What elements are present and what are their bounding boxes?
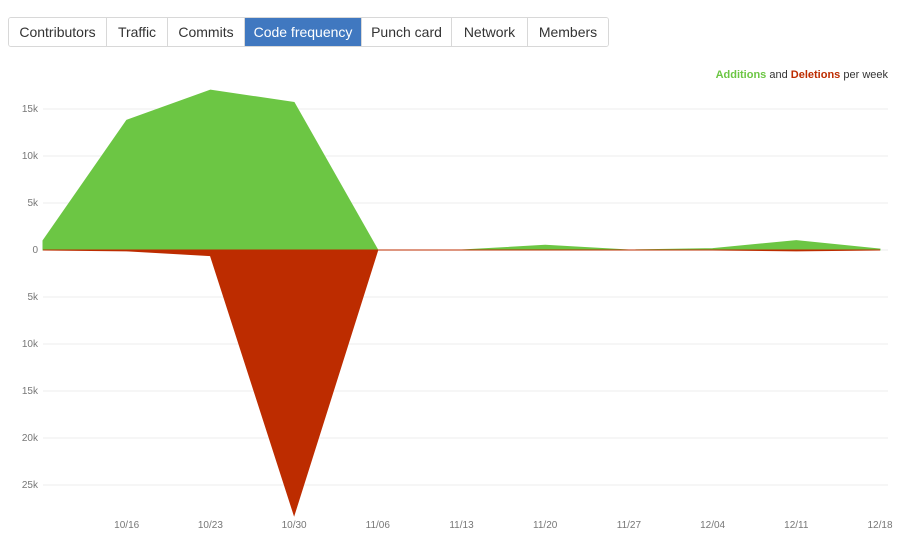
deletions-area bbox=[42, 249, 881, 517]
tab-traffic[interactable]: Traffic bbox=[107, 18, 168, 46]
y-tick-label: 5k bbox=[27, 292, 39, 303]
y-tick-label: 15k bbox=[22, 386, 39, 397]
legend-deletions: Deletions bbox=[790, 69, 841, 81]
tab-members[interactable]: Members bbox=[528, 18, 608, 46]
x-tick-label: 12/18 bbox=[867, 520, 892, 531]
x-tick-label: 10/30 bbox=[282, 520, 307, 531]
y-tick-label: 0 bbox=[32, 245, 38, 256]
y-tick-label: 10k bbox=[22, 151, 39, 162]
graph-tabs: Contributors Traffic Commits Code freque… bbox=[8, 17, 609, 47]
y-tick-label: 10k bbox=[22, 339, 39, 350]
y-tick-label: 15k bbox=[22, 104, 39, 115]
x-tick-label: 11/20 bbox=[533, 520, 558, 531]
y-tick-label: 25k bbox=[22, 480, 39, 491]
chart-legend: Additions and Deletions per week bbox=[716, 69, 888, 81]
y-tick-label: 5k bbox=[27, 198, 39, 209]
legend-and: and bbox=[769, 69, 788, 81]
additions-area bbox=[42, 89, 881, 251]
x-tick-label: 11/27 bbox=[617, 520, 642, 531]
legend-additions: Additions bbox=[715, 69, 767, 81]
x-tick-label: 10/23 bbox=[198, 520, 223, 531]
x-tick-label: 11/06 bbox=[366, 520, 391, 531]
tab-contributors[interactable]: Contributors bbox=[9, 18, 107, 46]
x-tick-label: 11/13 bbox=[449, 520, 474, 531]
x-tick-label: 10/16 bbox=[114, 520, 139, 531]
x-tick-label: 12/11 bbox=[784, 520, 809, 531]
legend-suffix: per week bbox=[843, 69, 888, 81]
tab-commits[interactable]: Commits bbox=[168, 18, 245, 46]
tab-code-frequency[interactable]: Code frequency bbox=[245, 18, 362, 46]
tab-network[interactable]: Network bbox=[452, 18, 528, 46]
y-tick-label: 20k bbox=[22, 433, 39, 444]
x-tick-label: 12/04 bbox=[700, 520, 725, 531]
tab-punch-card[interactable]: Punch card bbox=[362, 18, 452, 46]
